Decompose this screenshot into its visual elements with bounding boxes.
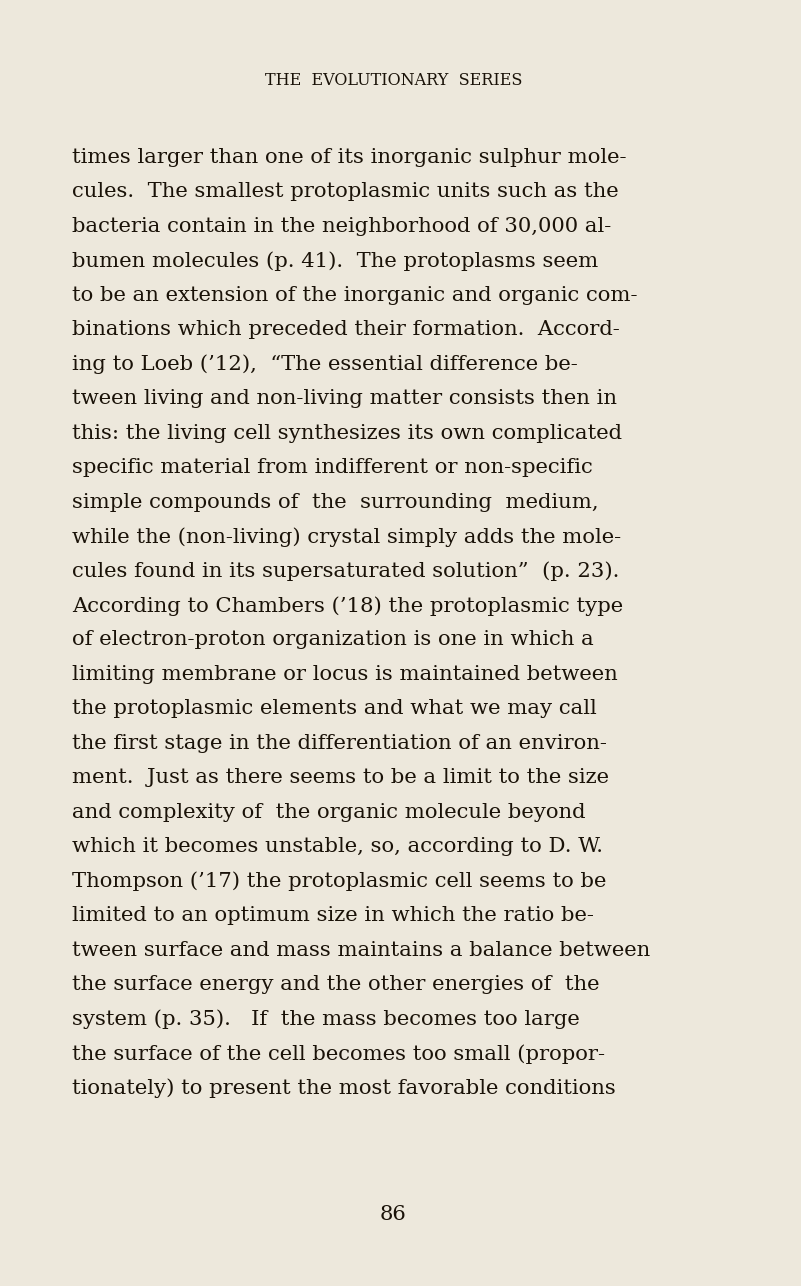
- Text: simple compounds of  the  surrounding  medium,: simple compounds of the surrounding medi…: [72, 493, 599, 512]
- Text: bumen molecules (p. 41).  The protoplasms seem: bumen molecules (p. 41). The protoplasms…: [72, 251, 598, 271]
- Text: Thompson (’17) the protoplasmic cell seems to be: Thompson (’17) the protoplasmic cell see…: [72, 872, 606, 891]
- Text: of electron-proton organization is one in which a: of electron-proton organization is one i…: [72, 630, 594, 649]
- Text: ing to Loeb (’12),  “The essential difference be-: ing to Loeb (’12), “The essential differ…: [72, 355, 578, 374]
- Text: binations which preceded their formation.  Accord-: binations which preceded their formation…: [72, 320, 620, 340]
- Text: the first stage in the differentiation of an environ-: the first stage in the differentiation o…: [72, 734, 607, 752]
- Text: THE  EVOLUTIONARY  SERIES: THE EVOLUTIONARY SERIES: [264, 72, 522, 89]
- Text: the protoplasmic elements and what we may call: the protoplasmic elements and what we ma…: [72, 700, 597, 719]
- Text: tween surface and mass maintains a balance between: tween surface and mass maintains a balan…: [72, 940, 650, 959]
- Text: system (p. 35).   If  the mass becomes too large: system (p. 35). If the mass becomes too …: [72, 1010, 580, 1029]
- Text: bacteria contain in the neighborhood of 30,000 al-: bacteria contain in the neighborhood of …: [72, 217, 612, 235]
- Text: ment.  Just as there seems to be a limit to the size: ment. Just as there seems to be a limit …: [72, 768, 610, 787]
- Text: times larger than one of its inorganic sulphur mole-: times larger than one of its inorganic s…: [72, 148, 627, 167]
- Text: According to Chambers (’18) the protoplasmic type: According to Chambers (’18) the protopla…: [72, 595, 623, 616]
- Text: the surface energy and the other energies of  the: the surface energy and the other energie…: [72, 975, 600, 994]
- Text: the surface of the cell becomes too small (propor-: the surface of the cell becomes too smal…: [72, 1044, 606, 1064]
- Text: limited to an optimum size in which the ratio be-: limited to an optimum size in which the …: [72, 907, 594, 925]
- Text: which it becomes unstable, so, according to D. W.: which it becomes unstable, so, according…: [72, 837, 603, 856]
- Text: this: the living cell synthesizes its own complicated: this: the living cell synthesizes its ow…: [72, 423, 622, 442]
- Text: cules.  The smallest protoplasmic units such as the: cules. The smallest protoplasmic units s…: [72, 183, 619, 202]
- Text: tween living and non-living matter consists then in: tween living and non-living matter consi…: [72, 390, 618, 408]
- Text: to be an extension of the inorganic and organic com-: to be an extension of the inorganic and …: [72, 285, 638, 305]
- Text: limiting membrane or locus is maintained between: limiting membrane or locus is maintained…: [72, 665, 618, 684]
- Text: 86: 86: [380, 1205, 407, 1224]
- Text: and complexity of  the organic molecule beyond: and complexity of the organic molecule b…: [72, 802, 586, 822]
- Text: cules found in its supersaturated solution”  (p. 23).: cules found in its supersaturated soluti…: [72, 562, 620, 581]
- Text: specific material from indifferent or non-specific: specific material from indifferent or no…: [72, 458, 593, 477]
- Text: tionately) to present the most favorable conditions: tionately) to present the most favorable…: [72, 1079, 616, 1098]
- Text: while the (non-living) crystal simply adds the mole-: while the (non-living) crystal simply ad…: [72, 527, 622, 547]
